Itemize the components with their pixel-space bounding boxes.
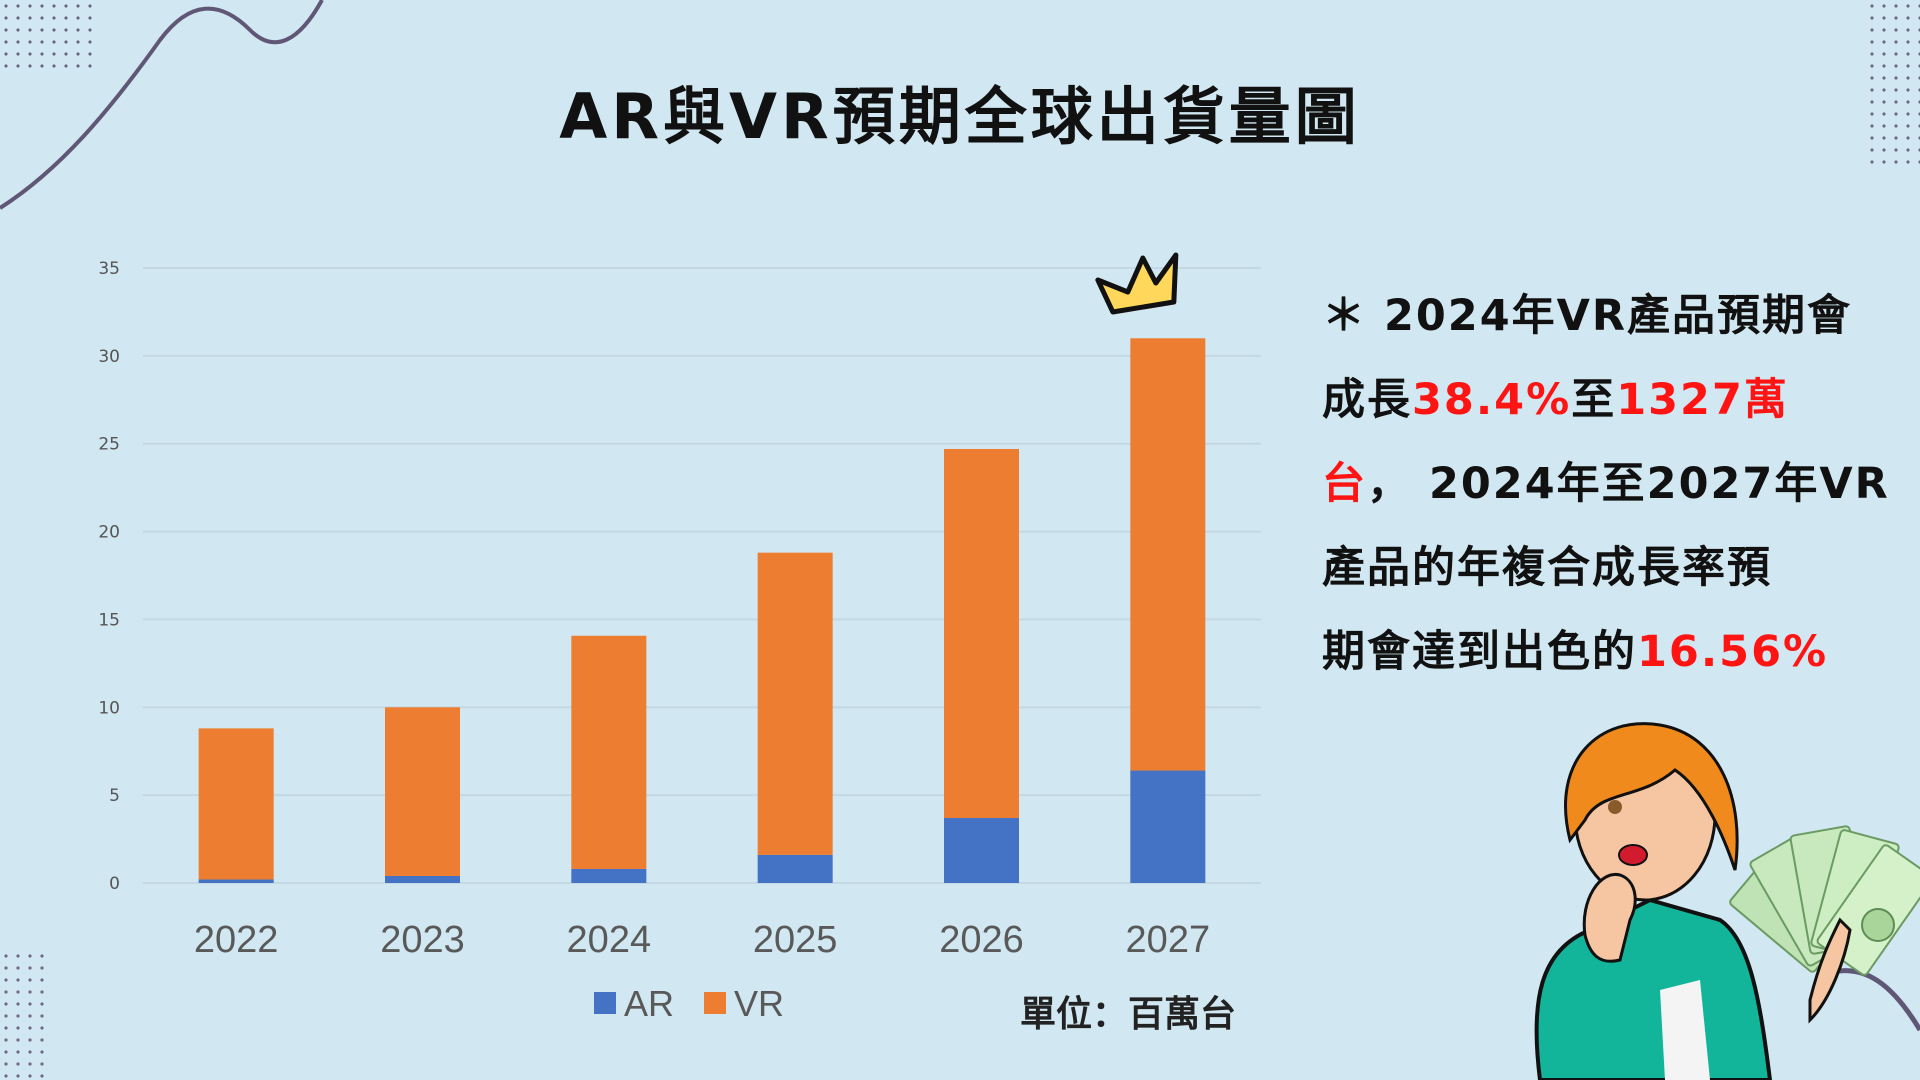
crown-icon xyxy=(1095,252,1179,315)
legend-label-ar: AR xyxy=(624,983,674,1024)
note-text: 成長 xyxy=(1322,375,1412,425)
x-tick-label: 2027 xyxy=(1126,919,1211,961)
page-title: AR與VR預期全球出貨量圖 xyxy=(559,80,1361,153)
legend-swatch-ar xyxy=(594,992,616,1014)
bar-vr-2027 xyxy=(1130,338,1206,771)
hair xyxy=(1564,722,1739,871)
x-tick-label: 2024 xyxy=(567,919,652,961)
dot-pattern xyxy=(1866,0,1920,164)
shirt xyxy=(1660,980,1710,1080)
curve-top-left xyxy=(0,0,324,210)
highlight-value: 1327萬 xyxy=(1616,375,1789,425)
x-tick-label: 2023 xyxy=(380,919,465,961)
note-line: 台， 2024年至2027年VR xyxy=(1322,442,1912,526)
annotation-text: ＊ 2024年VR產品預期會 成長38.4%至1327萬 台， 2024年至20… xyxy=(1322,274,1912,694)
pointing-hand xyxy=(1582,873,1637,963)
hand xyxy=(1808,917,1852,1024)
bar-ar-2022 xyxy=(198,879,274,883)
bar-vr-2024 xyxy=(571,635,647,869)
highlight-value: 台 xyxy=(1322,459,1367,509)
bar-ar-2024 xyxy=(571,868,647,883)
dot-pattern xyxy=(0,950,50,1080)
note-text: 至 xyxy=(1571,375,1617,425)
y-tick-label: 35 xyxy=(98,259,120,279)
highlight-value: 16.56% xyxy=(1637,627,1829,677)
woman-illustration xyxy=(1534,722,1920,1080)
x-tick-label: 2026 xyxy=(939,919,1024,961)
note-line: 期會達到出色的16.56% xyxy=(1322,610,1912,694)
mouth xyxy=(1618,844,1648,866)
legend-swatch-vr xyxy=(704,992,726,1014)
jacket xyxy=(1534,897,1773,1080)
note-line: 產品的年複合成長率預 xyxy=(1322,543,1772,593)
note-line: 成長38.4%至1327萬 xyxy=(1322,358,1912,442)
y-tick-label: 20 xyxy=(98,523,120,543)
x-tick-label: 2025 xyxy=(753,919,838,961)
eye xyxy=(1608,800,1622,814)
legend-label-vr: VR xyxy=(734,983,784,1024)
y-tick-label: 10 xyxy=(98,698,120,718)
note-text: 期會達到出色的 xyxy=(1322,627,1637,677)
y-tick-label: 15 xyxy=(98,610,120,630)
bar-vr-2022 xyxy=(198,728,274,880)
y-tick-label: 5 xyxy=(109,786,120,806)
bar-vr-2026 xyxy=(944,448,1019,818)
note-text: ， 2024年至2027年VR xyxy=(1367,459,1890,509)
y-tick-label: 30 xyxy=(98,347,120,367)
bar-ar-2027 xyxy=(1130,770,1206,883)
unit-label: 單位：百萬台 xyxy=(1020,994,1237,1035)
y-tick-label: 0 xyxy=(109,874,120,894)
dot-pattern xyxy=(0,0,92,72)
highlight-value: 38.4% xyxy=(1412,375,1572,425)
bar-ar-2025 xyxy=(757,854,833,883)
x-tick-label: 2022 xyxy=(194,919,279,961)
bar-ar-2026 xyxy=(944,817,1019,883)
y-tick-label: 25 xyxy=(98,435,120,455)
bar-ar-2023 xyxy=(385,875,460,883)
bar-vr-2023 xyxy=(385,707,460,876)
bar-vr-2025 xyxy=(757,552,833,855)
note-line: ＊ 2024年VR產品預期會 xyxy=(1322,291,1853,341)
